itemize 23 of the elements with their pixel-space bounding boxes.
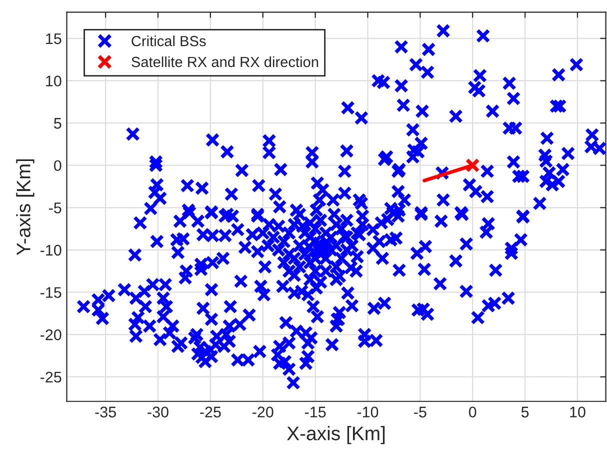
x-tick-label: -25 (200, 406, 221, 418)
y-tick-label: 10 (46, 76, 62, 86)
y-tick-label: 0 (54, 160, 62, 172)
x-axis-title: X-axis [Km] (287, 426, 385, 444)
y-tick-label: -20 (40, 329, 62, 340)
y-axis-title: Y-axis [Km] (16, 159, 34, 256)
legend-label: Satellite RX and RX direction (132, 56, 318, 68)
x-tick-label: -5 (414, 406, 426, 418)
x-tick-label: 0 (468, 406, 476, 418)
x-tick-label: 10 (570, 406, 586, 418)
y-tick-label: -25 (40, 372, 62, 383)
x-tick-label: -10 (357, 406, 378, 418)
y-tick-label: 5 (54, 118, 62, 129)
x-tick-label: -15 (304, 406, 326, 418)
y-tick-label: -5 (49, 202, 62, 214)
legend-label: Critical BSs (132, 36, 206, 46)
x-tick-label: -30 (148, 406, 168, 418)
x-tick-label: -35 (95, 406, 116, 418)
x-tick-label: 5 (521, 406, 529, 418)
y-tick-label: -15 (40, 287, 62, 298)
y-tick-label: -10 (40, 244, 62, 256)
y-tick-label: 15 (46, 33, 62, 44)
x-tick-label: -20 (252, 406, 274, 418)
